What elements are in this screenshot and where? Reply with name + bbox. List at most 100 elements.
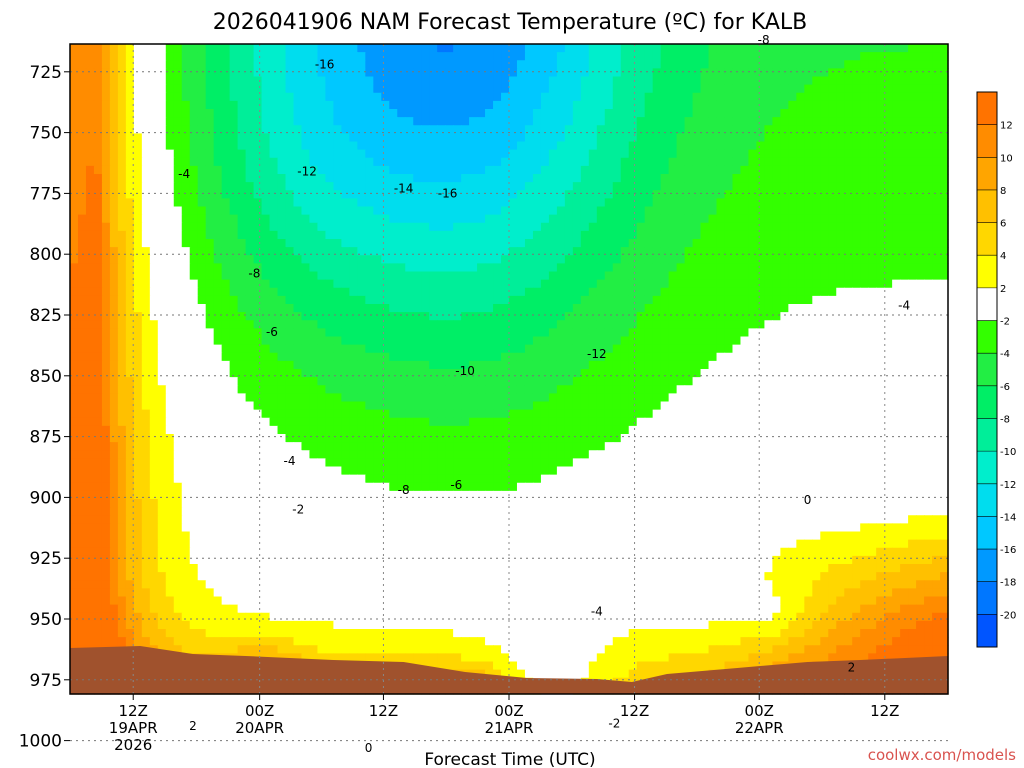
temperature-cell <box>229 401 239 411</box>
temperature-cell <box>397 165 406 175</box>
temperature-cell <box>900 360 909 370</box>
temperature-cell <box>357 117 366 126</box>
temperature-cell <box>716 149 726 159</box>
temperature-cell <box>325 141 334 151</box>
temperature-cell <box>756 174 766 183</box>
temperature-cell <box>501 295 510 305</box>
temperature-cell <box>133 230 143 240</box>
temperature-cell <box>780 336 789 346</box>
temperature-cell <box>572 369 582 378</box>
temperature-cell <box>261 174 271 183</box>
temperature-cell <box>852 401 861 411</box>
temperature-cell <box>149 84 159 94</box>
temperature-cell <box>253 214 263 224</box>
temperature-cell <box>908 287 917 297</box>
temperature-cell <box>724 255 734 264</box>
temperature-cell <box>668 263 678 273</box>
temperature-cell <box>341 255 350 264</box>
temperature-cell <box>301 174 311 183</box>
temperature-cell <box>900 44 909 53</box>
temperature-cell <box>748 304 758 313</box>
temperature-cell <box>253 165 263 175</box>
temperature-cell <box>788 60 797 69</box>
temperature-cell <box>149 255 159 264</box>
temperature-cell <box>644 141 654 151</box>
temperature-cell <box>916 377 925 386</box>
temperature-cell <box>516 174 526 183</box>
temperature-cell <box>676 84 686 94</box>
temperature-cell <box>229 279 239 289</box>
temperature-cell <box>453 76 462 86</box>
temperature-cell <box>764 255 773 264</box>
temperature-cell <box>349 271 358 281</box>
temperature-cell <box>756 393 766 403</box>
temperature-cell <box>628 182 638 191</box>
temperature-cell <box>261 190 271 199</box>
temperature-cell <box>588 320 598 329</box>
temperature-cell <box>333 304 342 313</box>
temperature-cell <box>516 109 526 118</box>
temperature-cell <box>724 352 734 362</box>
temperature-cell <box>453 287 462 297</box>
temperature-cell <box>692 214 702 224</box>
temperature-cell <box>365 76 374 86</box>
temperature-cell <box>732 125 742 134</box>
temperature-cell <box>301 393 311 403</box>
temperature-cell <box>796 360 805 370</box>
temperature-cell <box>85 222 95 232</box>
temperature-cell <box>165 352 175 362</box>
temperature-cell <box>253 92 263 102</box>
temperature-cell <box>620 214 630 224</box>
temperature-cell <box>852 100 861 110</box>
temperature-cell <box>940 214 949 224</box>
temperature-cell <box>908 271 917 281</box>
temperature-cell <box>548 206 558 216</box>
temperature-cell <box>493 109 502 118</box>
temperature-cell <box>445 84 454 94</box>
temperature-cell <box>125 360 135 370</box>
temperature-cell <box>564 369 574 378</box>
temperature-cell <box>357 263 366 273</box>
temperature-cell <box>253 190 263 199</box>
temperature-cell <box>780 125 789 134</box>
temperature-cell <box>429 255 438 264</box>
temperature-cell <box>125 125 135 134</box>
temperature-cell <box>309 214 319 224</box>
temperature-cell <box>756 401 766 411</box>
temperature-cell <box>604 182 614 191</box>
temperature-cell <box>868 295 877 305</box>
temperature-cell <box>796 279 805 289</box>
temperature-cell <box>349 247 358 256</box>
temperature-cell <box>852 336 861 346</box>
temperature-cell <box>940 263 949 273</box>
temperature-cell <box>676 109 686 118</box>
temperature-cell <box>325 263 334 273</box>
temperature-cell <box>293 109 303 118</box>
temperature-cell <box>189 304 199 313</box>
temperature-cell <box>357 409 366 419</box>
temperature-cell <box>692 165 702 175</box>
temperature-cell <box>365 312 374 321</box>
temperature-cell <box>421 117 430 126</box>
temperature-cell <box>596 320 606 329</box>
temperature-cell <box>93 312 103 321</box>
temperature-cell <box>165 76 175 86</box>
temperature-cell <box>85 92 95 102</box>
temperature-cell <box>429 360 438 370</box>
temperature-cell <box>405 198 414 208</box>
temperature-cell <box>532 52 542 61</box>
temperature-cell <box>852 206 861 216</box>
temperature-cell <box>149 125 159 134</box>
temperature-cell <box>405 141 414 151</box>
temperature-cell <box>205 117 215 126</box>
temperature-cell <box>668 239 678 248</box>
temperature-cell <box>277 344 287 354</box>
temperature-cell <box>708 255 718 264</box>
temperature-cell <box>780 44 789 53</box>
temperature-cell <box>700 149 710 159</box>
temperature-cell <box>676 287 686 297</box>
temperature-cell <box>437 287 446 297</box>
temperature-cell <box>389 84 398 94</box>
temperature-cell <box>588 133 598 143</box>
temperature-cell <box>828 174 837 183</box>
